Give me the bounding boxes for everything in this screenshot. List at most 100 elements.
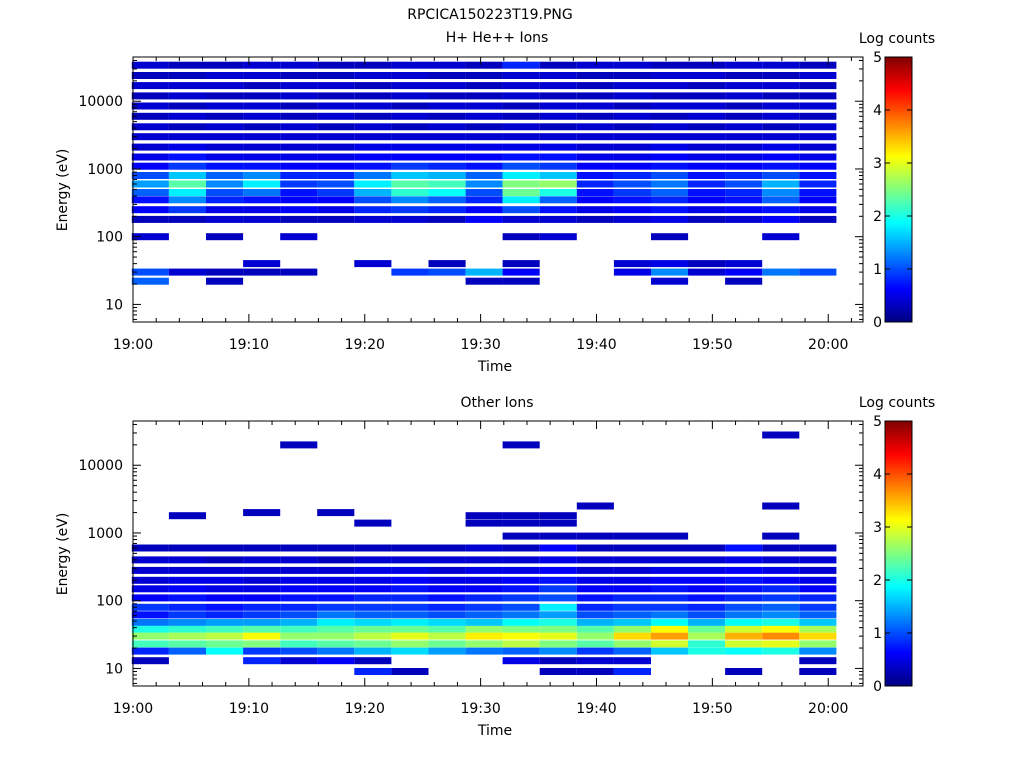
heatmap-cell [651, 544, 689, 552]
heatmap-cell [539, 618, 577, 626]
heatmap-cell [576, 640, 614, 648]
heatmap-cell [502, 162, 540, 170]
heatmap-cell [168, 206, 206, 214]
heatmap-cell [206, 611, 244, 619]
heatmap-cell [354, 206, 392, 214]
heatmap-cell [428, 61, 466, 69]
heatmap-cell [613, 625, 651, 633]
heatmap-cell [539, 102, 577, 110]
heatmap-cell [131, 180, 169, 188]
x-axis-label: Time [477, 359, 512, 375]
heatmap-cell [317, 594, 355, 602]
heatmap-cell [651, 532, 689, 540]
heatmap-cell [280, 102, 318, 110]
heatmap-cell [243, 206, 281, 214]
heatmap-cell [168, 640, 206, 648]
heatmap-cell [465, 82, 503, 90]
heatmap-cell [502, 82, 540, 90]
heatmap-cell [725, 61, 763, 69]
heatmap-cell [539, 123, 577, 131]
heatmap-cell [502, 172, 540, 179]
heatmap-cell [428, 206, 466, 214]
heatmap-cell [317, 123, 355, 131]
heatmap-cell [725, 196, 763, 204]
heatmap-cell [206, 143, 244, 151]
heatmap-cell [651, 618, 689, 626]
heatmap-cell [206, 566, 244, 574]
heatmap-cell [465, 206, 503, 214]
heatmap-cell [799, 112, 837, 120]
colorbar [884, 56, 913, 323]
heatmap-cell [354, 625, 392, 633]
heatmap-cell [168, 180, 206, 188]
heatmap-cell [206, 277, 244, 285]
heatmap-cell [206, 133, 244, 141]
heatmap-cell [688, 215, 726, 223]
heatmap-cell [613, 532, 651, 540]
heatmap-cell [131, 92, 169, 100]
heatmap-cell [280, 112, 318, 120]
heatmap-cell [465, 162, 503, 170]
heatmap-cell [576, 180, 614, 188]
y-axis-label: Energy (eV) [55, 149, 71, 232]
heatmap-cell [799, 625, 837, 633]
colorbar-tick-label: 5 [873, 414, 882, 430]
heatmap-cell [131, 72, 169, 79]
heatmap-cell [502, 260, 540, 268]
heatmap-cell [317, 153, 355, 161]
heatmap-cell [131, 196, 169, 204]
heatmap-cell [651, 594, 689, 602]
heatmap-cell [465, 566, 503, 574]
heatmap-cell [168, 196, 206, 204]
heatmap-cell [354, 172, 392, 179]
heatmap-cell [762, 640, 800, 648]
page-title: RPCICA150223T19.PNG [407, 7, 572, 23]
heatmap-cell [280, 82, 318, 90]
heatmap-cell [799, 576, 837, 584]
heatmap-cell [243, 260, 281, 268]
heatmap-cell [651, 647, 689, 655]
heatmap-cell [502, 180, 540, 188]
heatmap-cell [243, 594, 281, 602]
heatmap-cell [317, 509, 355, 517]
heatmap-cell [465, 72, 503, 79]
heatmap-cell [502, 618, 540, 626]
heatmap-cell [502, 532, 540, 540]
colorbar-ticks: 0 1 2 3 4 5 [873, 50, 912, 331]
heatmap-cell [168, 544, 206, 552]
heatmap-cell [243, 576, 281, 584]
heatmap-cell [502, 512, 540, 520]
colorbar-label: Log counts [859, 395, 935, 411]
heatmap-cell [243, 133, 281, 141]
heatmap-cell [168, 512, 206, 520]
heatmap-cell [725, 206, 763, 214]
heatmap-cell [428, 72, 466, 79]
heatmap-cell [317, 556, 355, 564]
heatmap-cell [317, 180, 355, 188]
heatmap-cell [391, 180, 429, 188]
heatmap-cell [243, 566, 281, 574]
heatmap-cell [539, 92, 577, 100]
heatmap-cell [206, 196, 244, 204]
heatmap-cell [168, 611, 206, 619]
heatmap-cell [354, 668, 392, 675]
heatmap-cell [502, 92, 540, 100]
heatmap-cell [168, 585, 206, 593]
heatmap-cell [131, 189, 169, 196]
heatmap-cell [391, 72, 429, 79]
heatmap-cell [391, 189, 429, 196]
heatmap-cell [465, 618, 503, 626]
heatmap-cell [131, 277, 169, 285]
heatmap-cell [131, 215, 169, 223]
heatmap-cell [576, 153, 614, 161]
heatmap-cell [539, 603, 577, 611]
heatmap-cell [168, 632, 206, 640]
heatmap-cell [168, 647, 206, 655]
heatmap-cell [428, 196, 466, 204]
heatmap-cell [354, 123, 392, 131]
heatmap-cell [391, 576, 429, 584]
heatmap-cell [762, 196, 800, 204]
heatmap-cell [428, 618, 466, 626]
heatmap-cell [465, 102, 503, 110]
heatmap-cell [688, 576, 726, 584]
